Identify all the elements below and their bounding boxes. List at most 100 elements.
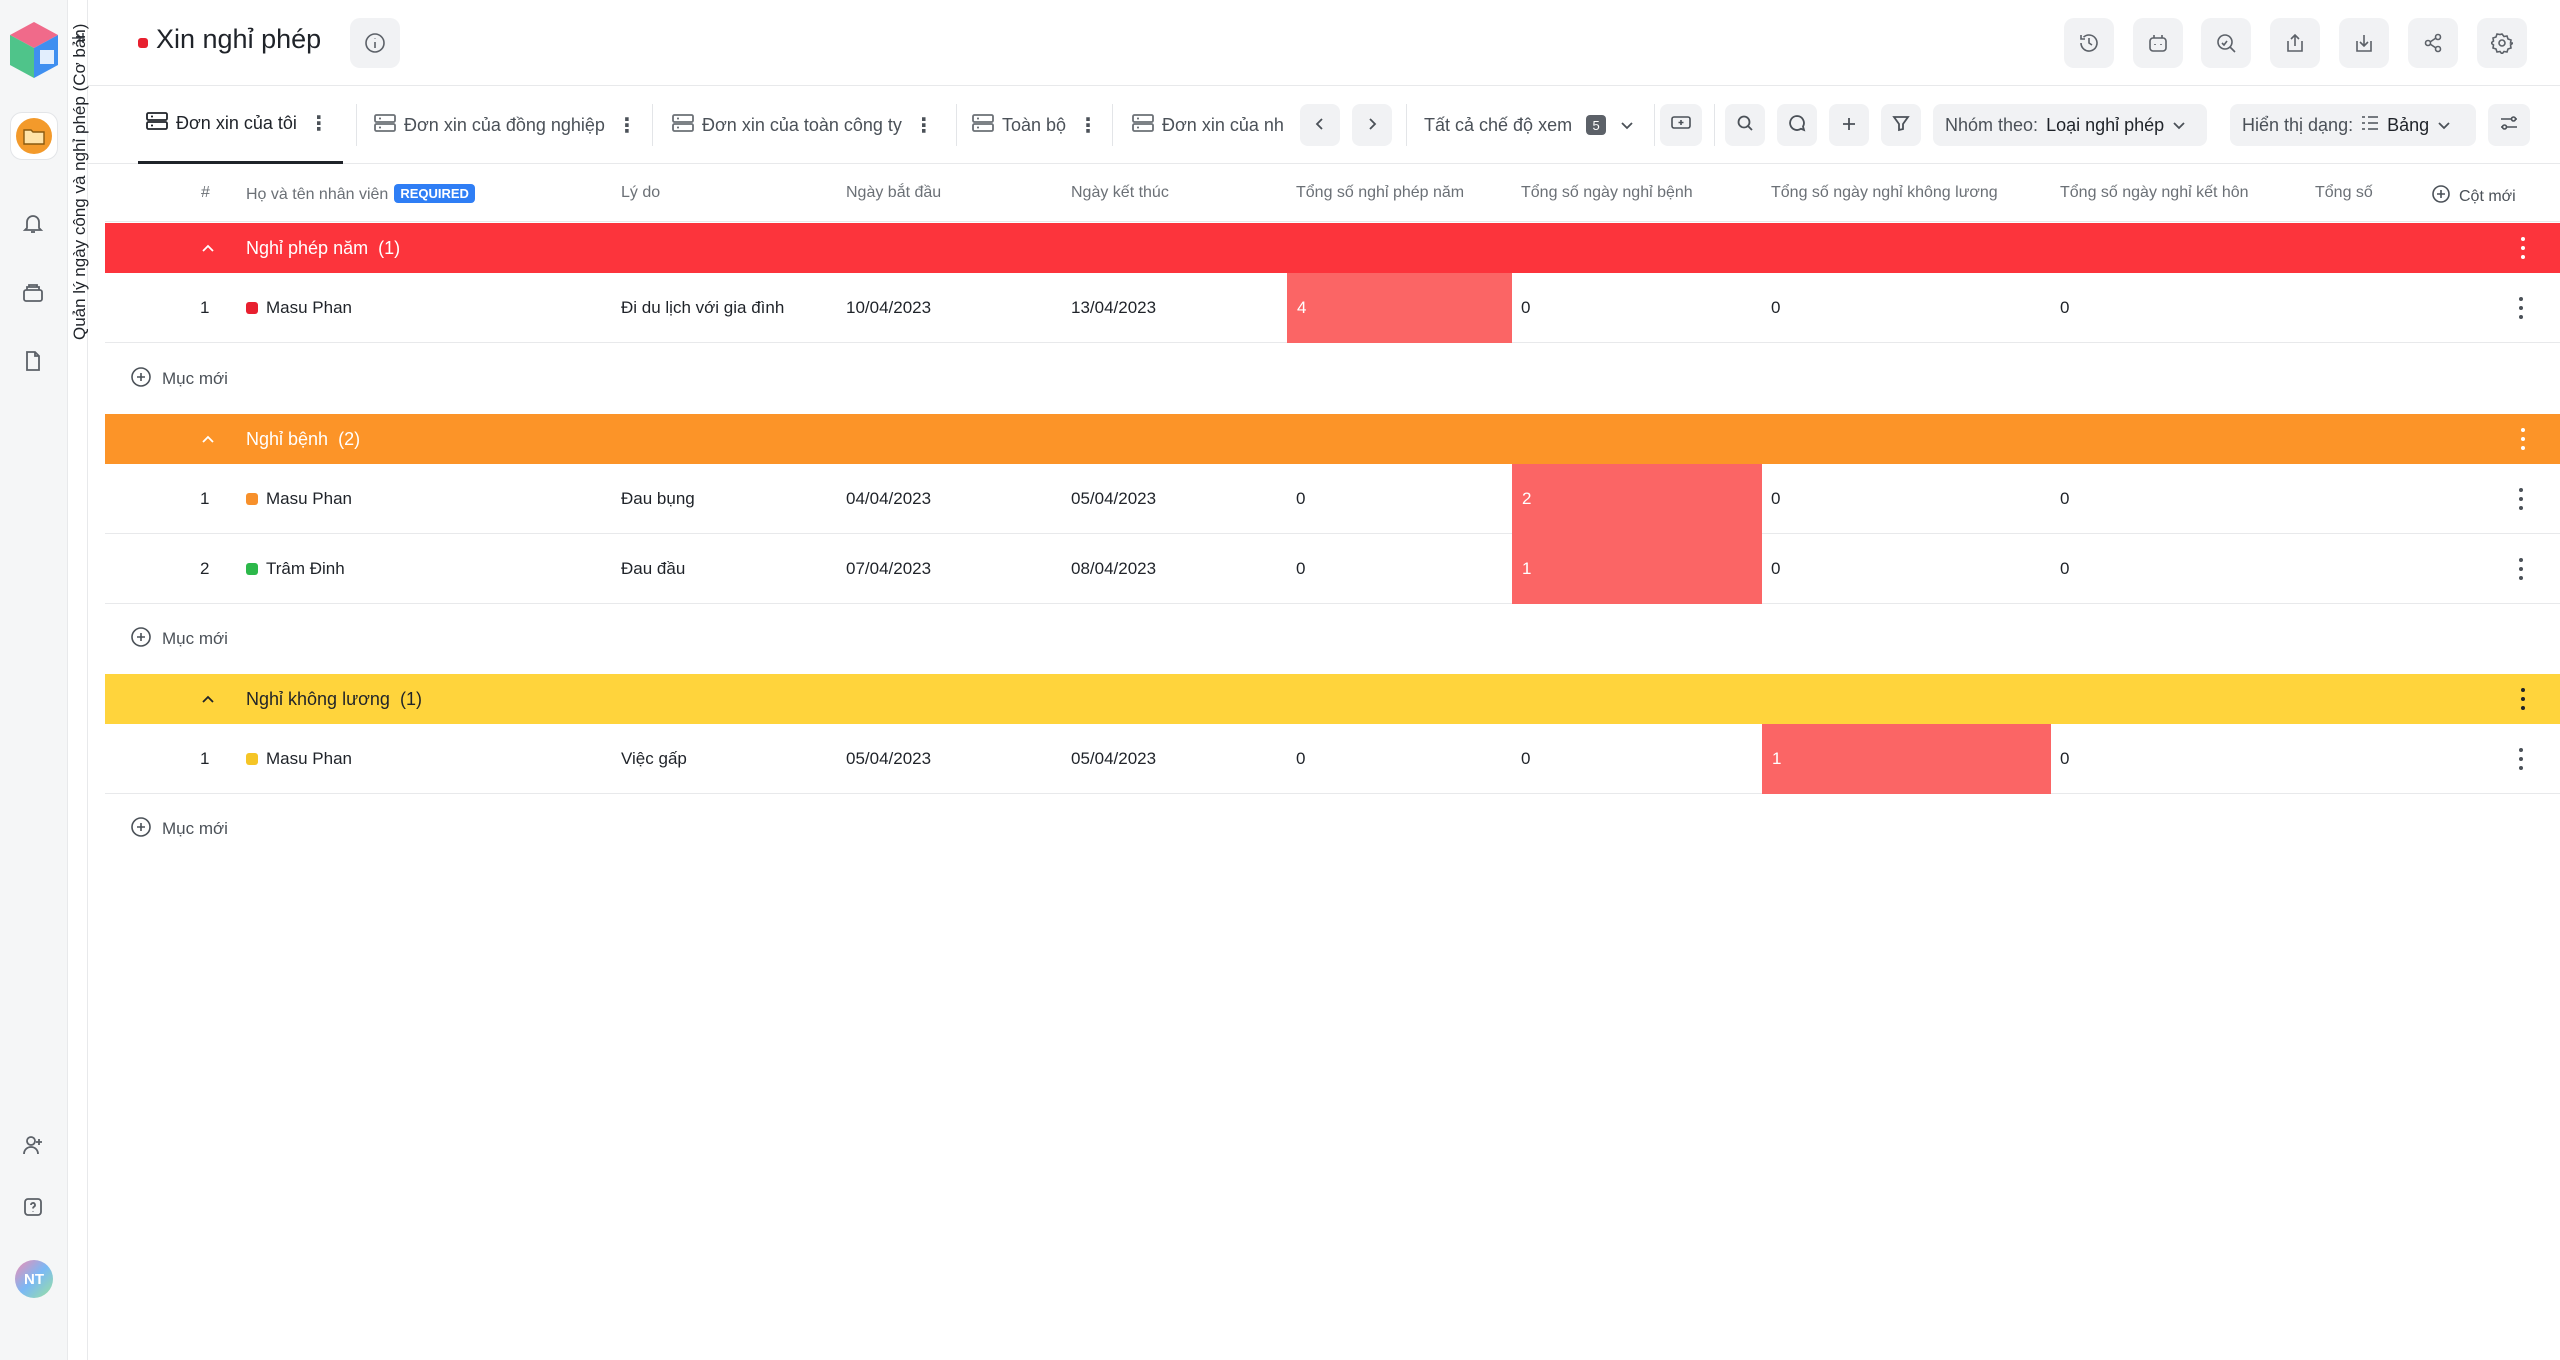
table-row[interactable]: 2 Trâm Đinh Đau đầu 07/04/2023 08/04/202…	[105, 534, 2560, 604]
col-reason[interactable]: Lý do	[621, 184, 661, 201]
reason-cell[interactable]: Việc gấp	[621, 749, 687, 768]
row-more-icon[interactable]	[2516, 295, 2526, 321]
start-date-cell[interactable]: 07/04/2023	[846, 559, 932, 578]
tab-more-icon[interactable]: ⋮	[308, 113, 329, 135]
start-date-cell[interactable]: 05/04/2023	[846, 749, 932, 768]
unpaid-leave-cell[interactable]: 0	[1771, 489, 1781, 508]
end-date-cell[interactable]: 05/04/2023	[1071, 489, 1157, 508]
export-icon[interactable]	[2270, 18, 2320, 68]
app-title-vertical[interactable]: Quản lý ngày công và nghỉ phép (Cơ bản)	[70, 23, 89, 340]
col-total[interactable]: Tổng số	[2315, 184, 2373, 201]
add-record-button[interactable]	[1829, 104, 1869, 146]
comment-button[interactable]	[1777, 104, 1817, 146]
group-header-unpaid[interactable]: Nghỉ không lương (1)	[105, 674, 2560, 724]
tab-scroll-right-button[interactable]	[1352, 104, 1392, 146]
bell-icon[interactable]	[18, 208, 48, 238]
sick-leave-cell[interactable]: 0	[1521, 749, 1531, 768]
col-unpaid-leave[interactable]: Tổng số ngày nghỉ không lương	[1771, 184, 1998, 201]
group-more-icon[interactable]	[2516, 426, 2530, 452]
group-more-icon[interactable]	[2516, 235, 2530, 261]
sick-leave-cell[interactable]: 0	[1521, 298, 1531, 317]
row-more-icon[interactable]	[2516, 486, 2526, 512]
col-end-date[interactable]: Ngày kết thúc	[1071, 184, 1169, 201]
col-name[interactable]: Họ và tên nhân viên REQUIRED	[246, 184, 475, 204]
chevron-up-icon[interactable]	[197, 237, 219, 259]
annual-leave-cell[interactable]: 0	[1296, 749, 1306, 768]
tab-truncated[interactable]: Đơn xin của nh	[1132, 86, 1288, 164]
collapse-panel-icon[interactable]	[68, 26, 88, 50]
add-item-button[interactable]: Mục mới	[130, 604, 228, 674]
reason-cell[interactable]: Đau đầu	[621, 559, 686, 578]
annual-leave-cell[interactable]: 4	[1287, 273, 1512, 343]
employee-name[interactable]: Trâm Đinh	[246, 534, 345, 604]
tab-company-requests[interactable]: Đơn xin của toàn công ty ⋮	[672, 86, 934, 164]
add-column-button[interactable]: Cột mới	[2431, 184, 2516, 209]
app-logo-icon[interactable]	[6, 20, 62, 82]
document-icon[interactable]	[18, 346, 48, 376]
group-more-icon[interactable]	[2516, 686, 2530, 712]
search-analytics-icon[interactable]	[2201, 18, 2251, 68]
annual-leave-cell[interactable]: 0	[1296, 489, 1306, 508]
add-view-button[interactable]	[1660, 104, 1702, 146]
settings-gear-icon[interactable]	[2477, 18, 2527, 68]
end-date-cell[interactable]: 05/04/2023	[1071, 749, 1157, 768]
unpaid-leave-cell[interactable]: 0	[1771, 298, 1781, 317]
unpaid-leave-cell[interactable]: 1	[1762, 724, 2051, 794]
col-start-date[interactable]: Ngày bắt đầu	[846, 184, 942, 201]
workspace-button[interactable]	[10, 112, 58, 160]
employee-name[interactable]: Masu Phan	[246, 464, 352, 534]
add-item-button[interactable]: Mục mới	[130, 794, 228, 864]
row-more-icon[interactable]	[2516, 746, 2526, 772]
share-icon[interactable]	[2408, 18, 2458, 68]
sick-leave-cell[interactable]: 1	[1512, 534, 1762, 604]
sick-leave-cell[interactable]: 2	[1512, 464, 1762, 534]
table-row[interactable]: 1 Masu Phan Đau bụng 04/04/2023 05/04/20…	[105, 464, 2560, 534]
avatar[interactable]: NT	[15, 1260, 53, 1298]
add-user-icon[interactable]	[18, 1130, 48, 1160]
wedding-leave-cell[interactable]: 0	[2060, 559, 2070, 578]
history-icon[interactable]	[2064, 18, 2114, 68]
end-date-cell[interactable]: 13/04/2023	[1071, 298, 1157, 317]
tab-all[interactable]: Toàn bộ ⋮	[972, 86, 1098, 164]
chevron-up-icon[interactable]	[197, 688, 219, 710]
reason-cell[interactable]: Đau bụng	[621, 489, 695, 508]
bot-icon[interactable]	[2133, 18, 2183, 68]
tab-more-icon[interactable]: ⋮	[616, 114, 637, 137]
display-mode-dropdown[interactable]: Hiển thị dạng: Bảng	[2230, 104, 2476, 146]
help-icon[interactable]	[18, 1192, 48, 1222]
wedding-leave-cell[interactable]: 0	[2060, 489, 2070, 508]
view-settings-button[interactable]	[2488, 104, 2530, 146]
tab-more-icon[interactable]: ⋮	[1078, 114, 1099, 137]
start-date-cell[interactable]: 04/04/2023	[846, 489, 932, 508]
info-icon[interactable]	[350, 18, 400, 68]
group-header-sick[interactable]: Nghỉ bệnh (2)	[105, 414, 2560, 464]
import-icon[interactable]	[2339, 18, 2389, 68]
table-row[interactable]: 1 Masu Phan Đi du lịch với gia đình 10/0…	[105, 273, 2560, 343]
annual-leave-cell[interactable]: 0	[1296, 559, 1306, 578]
search-button[interactable]	[1725, 104, 1765, 146]
briefcase-icon[interactable]	[18, 278, 48, 308]
table-row[interactable]: 1 Masu Phan Việc gấp 05/04/2023 05/04/20…	[105, 724, 2560, 794]
all-views-dropdown[interactable]: Tất cả chế độ xem 5	[1424, 86, 1634, 164]
unpaid-leave-cell[interactable]: 0	[1771, 559, 1781, 578]
col-wedding-leave[interactable]: Tổng số ngày nghỉ kết hôn	[2060, 184, 2249, 201]
filter-button[interactable]	[1881, 104, 1921, 146]
employee-name[interactable]: Masu Phan	[246, 724, 352, 794]
start-date-cell[interactable]: 10/04/2023	[846, 298, 932, 317]
col-sick-leave[interactable]: Tổng số ngày nghỉ bệnh	[1521, 184, 1693, 201]
tab-scroll-left-button[interactable]	[1300, 104, 1340, 146]
chevron-up-icon[interactable]	[197, 428, 219, 450]
end-date-cell[interactable]: 08/04/2023	[1071, 559, 1157, 578]
tab-my-requests[interactable]: Đơn xin của tôi ⋮	[138, 86, 343, 164]
group-by-dropdown[interactable]: Nhóm theo: Loại nghỉ phép	[1933, 104, 2207, 146]
wedding-leave-cell[interactable]: 0	[2060, 749, 2070, 768]
add-item-button[interactable]: Mục mới	[130, 344, 228, 414]
reason-cell[interactable]: Đi du lịch với gia đình	[621, 298, 785, 317]
tab-more-icon[interactable]: ⋮	[913, 114, 934, 137]
employee-name[interactable]: Masu Phan	[246, 273, 352, 343]
tab-colleagues-requests[interactable]: Đơn xin của đồng nghiệp ⋮	[374, 86, 718, 164]
col-annual-leave[interactable]: Tổng số nghỉ phép năm	[1296, 184, 1465, 201]
wedding-leave-cell[interactable]: 0	[2060, 298, 2070, 317]
group-header-annual[interactable]: Nghỉ phép năm (1)	[105, 223, 2560, 273]
row-more-icon[interactable]	[2516, 556, 2526, 582]
